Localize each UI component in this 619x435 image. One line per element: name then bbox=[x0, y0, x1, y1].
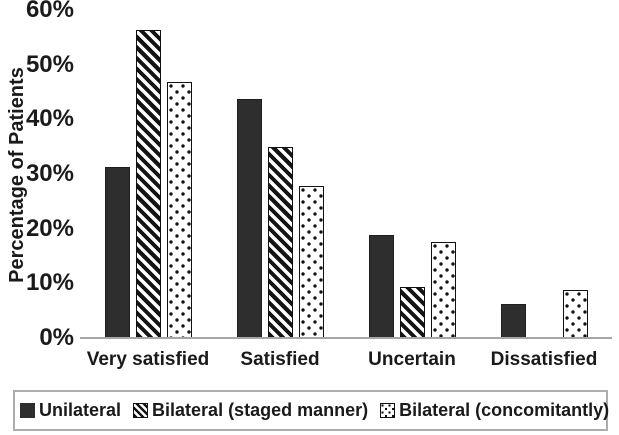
y-tick-label: 0% bbox=[39, 324, 74, 351]
bar bbox=[430, 242, 456, 338]
bar bbox=[104, 167, 130, 338]
legend-swatch-solid-icon bbox=[20, 403, 35, 418]
legend-label: Unilateral bbox=[39, 400, 122, 420]
x-category-label: Uncertain bbox=[368, 349, 456, 370]
plot-area bbox=[82, 10, 610, 338]
y-tick-label: 60% bbox=[25, 0, 74, 23]
x-category-label: Very satisfied bbox=[86, 349, 210, 370]
bar bbox=[298, 186, 324, 338]
bar bbox=[368, 235, 394, 338]
x-axis-category-labels: Very satisfied Satisfied Uncertain Dissatis… bbox=[82, 349, 610, 371]
x-axis-line bbox=[80, 337, 612, 339]
x-category-label: Satisfied bbox=[240, 349, 320, 370]
legend: Unilateral Bilateral (staged manner) Bilat… bbox=[13, 390, 609, 431]
bar-group bbox=[346, 10, 478, 338]
y-axis-tick-labels: 60% 50% 40% 30% 20% 10% 0% bbox=[0, 0, 76, 350]
bar bbox=[500, 304, 526, 338]
legend-label: Bilateral (staged manner) bbox=[152, 400, 369, 420]
bar bbox=[399, 287, 425, 338]
bar bbox=[135, 30, 161, 338]
bar bbox=[267, 147, 293, 338]
legend-label: Bilateral (concomitantly) bbox=[399, 400, 610, 420]
y-tick-label: 50% bbox=[25, 50, 74, 78]
legend-swatch-diagonal-stripe-icon bbox=[133, 403, 149, 418]
x-category-label: Dissatisfied bbox=[490, 349, 598, 370]
bar bbox=[562, 290, 588, 338]
legend-item: Bilateral (staged manner) bbox=[133, 400, 368, 421]
y-tick-label: 20% bbox=[25, 214, 74, 242]
bar-group bbox=[214, 10, 346, 338]
bar bbox=[166, 82, 192, 338]
legend-swatch-dotted-icon bbox=[380, 403, 396, 418]
bar bbox=[236, 99, 262, 338]
legend-item: Bilateral (concomitantly) bbox=[380, 400, 609, 421]
y-tick-label: 10% bbox=[25, 269, 74, 297]
y-tick-label: 30% bbox=[25, 160, 74, 187]
bar-group bbox=[82, 10, 214, 338]
legend-item: Unilateral bbox=[20, 400, 121, 421]
bar-group bbox=[478, 10, 610, 338]
y-tick-label: 40% bbox=[25, 105, 74, 133]
